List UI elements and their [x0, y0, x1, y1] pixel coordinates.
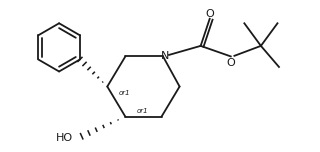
Text: N: N	[161, 51, 170, 61]
Text: HO: HO	[56, 133, 73, 143]
Text: or1: or1	[119, 90, 130, 96]
Text: O: O	[205, 9, 214, 19]
Text: O: O	[227, 58, 235, 68]
Text: or1: or1	[137, 108, 148, 114]
